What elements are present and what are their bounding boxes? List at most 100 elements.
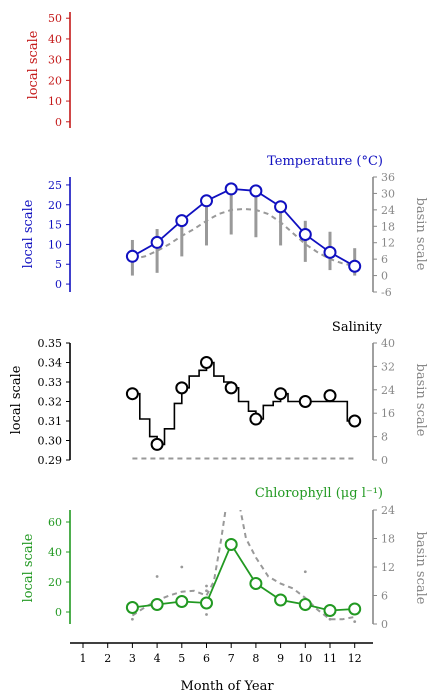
temperature-basin-tick-label: 30 xyxy=(381,187,395,200)
x-tick-label: 11 xyxy=(323,652,337,665)
temperature-local-tick-label: 10 xyxy=(48,238,62,251)
x-tick-label: 4 xyxy=(154,652,161,665)
x-tick-label: 3 xyxy=(129,652,136,665)
temperature-basin-tick-label: 24 xyxy=(381,204,395,217)
salinity-marks xyxy=(125,356,362,460)
chlorophyll-point xyxy=(298,598,312,611)
x-tick-label: 10 xyxy=(298,652,312,665)
salinity-point xyxy=(125,387,139,401)
salinity-local-tick-label: 0.34 xyxy=(38,357,63,370)
chlorophyll-local-tick-label: 60 xyxy=(48,516,62,529)
salinity-local-tick-label: 0.32 xyxy=(38,396,63,409)
top-panel: 50 40 30 20 10 0 local scale xyxy=(26,12,71,129)
x-tick-label: 6 xyxy=(203,652,210,665)
x-axis-label: Month of Year xyxy=(180,679,274,694)
salinity-basin-ticks: 40 32 24 16 8 0 xyxy=(373,337,395,467)
salinity-step-line xyxy=(132,361,355,446)
temperature-point xyxy=(150,235,164,249)
chlorophyll-basin-tick-label: 24 xyxy=(381,504,395,517)
x-tick-label: 5 xyxy=(178,652,185,665)
chlorophyll-basin-dot xyxy=(303,570,307,574)
salinity-local-tick-label: 0.35 xyxy=(38,337,63,350)
chlorophyll-point xyxy=(150,598,164,611)
temperature-basin-tick-label: 12 xyxy=(381,237,395,250)
temperature-point xyxy=(224,182,238,196)
salinity-local-tick-label: 0.33 xyxy=(38,376,63,389)
salinity-point xyxy=(175,381,189,395)
temperature-basin-tick-label: 6 xyxy=(381,253,388,266)
chlorophyll-basin-dot xyxy=(180,565,184,569)
chlorophyll-basin-tick-label: 6 xyxy=(381,590,388,603)
chlorophyll-basin-label: basin scale xyxy=(413,532,428,605)
temperature-point xyxy=(249,184,263,198)
chlorophyll-point xyxy=(323,604,337,617)
temperature-point xyxy=(125,249,139,263)
x-tick-label: 1 xyxy=(80,652,87,665)
salinity-basin-tick-label: 40 xyxy=(381,337,395,350)
x-tick-label: 8 xyxy=(252,652,259,665)
x-tick-label: 9 xyxy=(277,652,284,665)
top-tick-label: 20 xyxy=(48,74,62,87)
temperature-line xyxy=(131,187,356,267)
top-tick-label: 30 xyxy=(48,54,62,67)
x-axis: 1 2 3 4 5 6 7 8 9 10 11 12 Month of Year xyxy=(70,642,373,694)
temperature-basin-tick-label: 0 xyxy=(381,270,388,283)
temperature-basin-line xyxy=(132,207,355,267)
temperature-point xyxy=(323,245,337,259)
chlorophyll-basin-tick-label: 18 xyxy=(381,533,395,546)
temperature-title: Temperature (°C) xyxy=(267,154,383,169)
temperature-basin-tick-label: -6 xyxy=(381,286,392,299)
salinity-point xyxy=(298,395,312,408)
salinity-y-label: local scale xyxy=(9,365,24,434)
salinity-point xyxy=(249,412,263,426)
salinity-local-tick-label: 0.30 xyxy=(38,435,63,448)
top-tick-label: 50 xyxy=(48,12,62,25)
salinity-basin-tick-label: 32 xyxy=(381,360,395,373)
x-tick-label: 2 xyxy=(104,652,111,665)
chlorophyll-point xyxy=(274,593,288,607)
chlorophyll-point xyxy=(125,601,139,614)
temperature-point xyxy=(348,259,362,273)
salinity-local-tick-label: 0.29 xyxy=(38,454,63,467)
chlorophyll-basin-line xyxy=(131,510,355,621)
chlorophyll-basin-tick-label: 12 xyxy=(381,561,395,574)
top-y-ticks: 50 40 30 20 10 0 xyxy=(48,12,70,129)
top-y-label: local scale xyxy=(26,30,41,99)
temperature-point xyxy=(200,194,213,208)
chlorophyll-basin-ticks: 24 18 12 6 0 xyxy=(373,504,395,631)
temperature-basin-tick-label: 18 xyxy=(381,220,395,233)
chlorophyll-point xyxy=(348,602,362,616)
chlorophyll-line xyxy=(132,542,355,612)
temperature-marks xyxy=(125,182,362,276)
temperature-point xyxy=(298,228,312,241)
salinity-point xyxy=(224,381,238,395)
salinity-point xyxy=(323,389,337,403)
chlorophyll-local-tick-label: 0 xyxy=(55,606,62,619)
top-tick-label: 10 xyxy=(48,95,62,108)
temperature-local-tick-label: 0 xyxy=(55,278,62,291)
chlorophyll-title: Chlorophyll (μg l⁻¹) xyxy=(255,486,383,501)
chlorophyll-marks xyxy=(125,510,362,624)
salinity-basin-label: basin scale xyxy=(413,364,428,437)
chlorophyll-basin-dot xyxy=(155,575,159,578)
chlorophyll-point xyxy=(175,595,189,608)
chlorophyll-basin-tick-label: 0 xyxy=(381,618,388,631)
salinity-panel: Salinity 0.35 0.34 0.33 0.32 0.31 0.30 0.29 40… xyxy=(9,320,428,467)
salinity-point xyxy=(274,387,288,401)
temperature-point xyxy=(274,200,288,214)
temperature-y-label: local scale xyxy=(21,199,36,268)
temperature-panel: Temperature (°C) 25 20 15 10 5 0 36 30 24 18 12 6 0… xyxy=(21,154,428,299)
temperature-basin-tick-label: 36 xyxy=(381,171,395,184)
salinity-local-tick-label: 0.31 xyxy=(38,415,63,428)
salinity-basin-tick-label: 8 xyxy=(381,431,388,444)
salinity-point xyxy=(150,437,164,451)
chlorophyll-basin-dot xyxy=(205,613,208,616)
chlorophyll-point xyxy=(200,596,213,610)
chlorophyll-point xyxy=(224,538,238,551)
chlorophyll-local-tick-label: 40 xyxy=(48,546,62,559)
salinity-basin-tick-label: 16 xyxy=(381,407,395,420)
temperature-basin-ticks: 36 30 24 18 12 6 0 -6 xyxy=(373,171,395,299)
salinity-point xyxy=(348,414,362,428)
